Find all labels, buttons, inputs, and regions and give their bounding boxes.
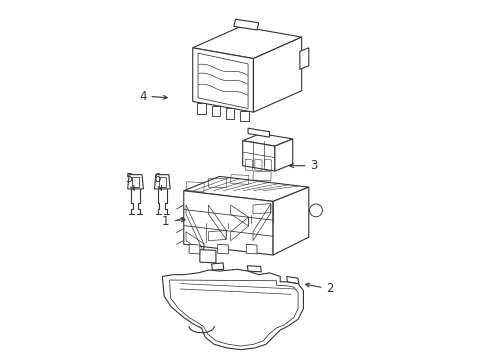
Polygon shape [246, 244, 257, 254]
Polygon shape [154, 175, 170, 189]
Polygon shape [242, 134, 292, 146]
Text: 3: 3 [289, 159, 317, 172]
Polygon shape [272, 187, 308, 255]
Polygon shape [192, 26, 301, 59]
Polygon shape [242, 141, 274, 171]
Text: 2: 2 [305, 283, 333, 296]
Polygon shape [233, 19, 258, 30]
Polygon shape [189, 244, 200, 254]
Polygon shape [225, 108, 234, 119]
Polygon shape [247, 128, 269, 137]
Polygon shape [286, 276, 298, 284]
Polygon shape [192, 48, 253, 112]
Polygon shape [240, 111, 248, 121]
Text: 5: 5 [124, 172, 134, 190]
Polygon shape [211, 105, 220, 116]
Polygon shape [162, 269, 303, 350]
Polygon shape [183, 191, 272, 255]
Polygon shape [200, 249, 216, 263]
Text: 1: 1 [162, 215, 185, 228]
Polygon shape [253, 37, 301, 112]
Polygon shape [217, 244, 228, 254]
Text: 6: 6 [153, 172, 162, 190]
Polygon shape [197, 103, 205, 114]
Polygon shape [299, 48, 308, 69]
Polygon shape [183, 176, 308, 202]
Polygon shape [211, 263, 224, 270]
Polygon shape [247, 266, 261, 272]
Polygon shape [274, 139, 292, 171]
Text: 4: 4 [139, 90, 167, 103]
Polygon shape [127, 175, 143, 189]
